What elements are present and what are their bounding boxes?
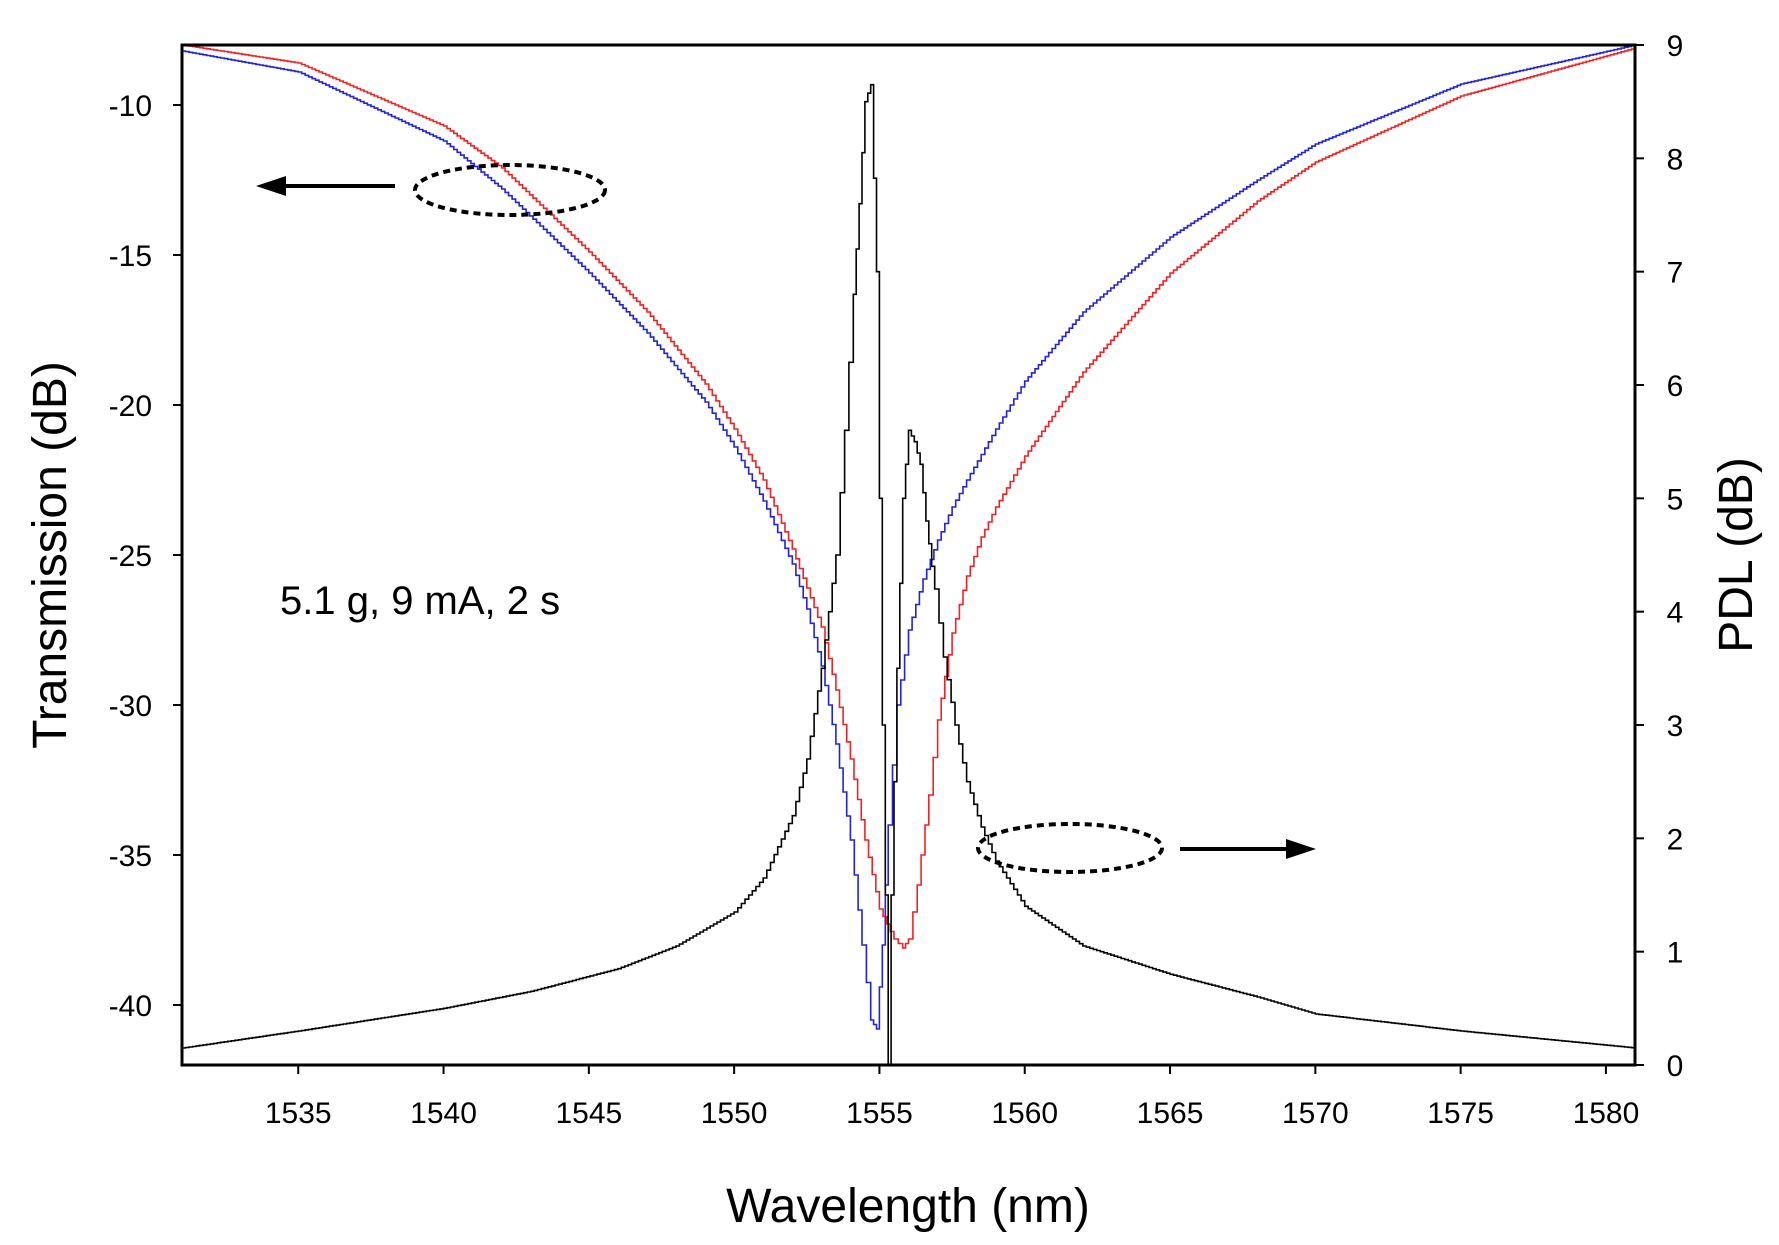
x-tick-label: 1550: [701, 1097, 768, 1130]
right-y-tick-label: 2: [1667, 823, 1684, 856]
series-line-3: [182, 83, 1636, 1066]
left-axis-title: Transmission (dB): [24, 361, 77, 749]
right-axis-indicator: [976, 822, 1316, 874]
left-axis-indicator: [256, 163, 607, 217]
right-y-tick-label: 8: [1667, 143, 1684, 176]
right-axis-indicator-ellipse: [976, 822, 1164, 874]
x-tick-label: 1575: [1427, 1097, 1494, 1130]
left-y-tick-label: -30: [109, 690, 152, 723]
curves-layer: [182, 44, 1636, 1066]
left-y-tick-label: -25: [109, 540, 152, 573]
x-tick-label: 1555: [846, 1097, 913, 1130]
right-arrow-icon: [1286, 839, 1316, 859]
ticks-layer: 1535 1540 1545 1550 1555 1560 1565 1570 1575 1580…: [109, 30, 1684, 1130]
x-tick-label: 1545: [555, 1097, 622, 1130]
x-tick-label: 1580: [1573, 1097, 1640, 1130]
x-tick-label: 1560: [991, 1097, 1058, 1130]
left-arrow-icon: [256, 176, 286, 196]
right-y-tick-label: 5: [1667, 483, 1684, 516]
x-tick-label: 1535: [265, 1097, 332, 1130]
series-line-2: [182, 44, 1636, 949]
left-y-tick-label: -20: [109, 390, 152, 423]
left-y-tick-label: -35: [109, 840, 152, 873]
right-axis-title: PDL (dB): [1710, 457, 1763, 653]
left-y-tick-label: -40: [109, 990, 152, 1023]
x-tick-label: 1570: [1282, 1097, 1349, 1130]
left-y-tick-label: -15: [109, 240, 152, 273]
x-tick-label: 1540: [410, 1097, 477, 1130]
left-axis-indicator-ellipse: [413, 163, 607, 217]
x-tick-label: 1565: [1137, 1097, 1204, 1130]
right-y-tick-label: 9: [1667, 30, 1684, 63]
series-line-1: [182, 45, 1636, 1030]
right-y-tick-label: 7: [1667, 257, 1684, 290]
experiment-conditions-label: 5.1 g, 9 mA, 2 s: [280, 579, 560, 623]
right-y-tick-label: 1: [1667, 937, 1684, 970]
left-y-tick-label: -10: [109, 90, 152, 123]
right-y-tick-label: 6: [1667, 370, 1684, 403]
right-y-tick-label: 0: [1667, 1050, 1684, 1083]
x-axis-title: Wavelength (nm): [726, 1180, 1090, 1233]
plot-frame: [180, 43, 1637, 1067]
right-y-tick-label: 4: [1667, 597, 1684, 630]
right-y-tick-label: 3: [1667, 710, 1684, 743]
